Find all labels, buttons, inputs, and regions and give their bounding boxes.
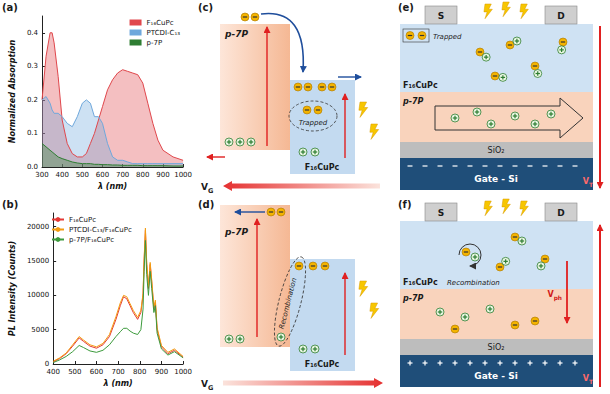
- svg-text:F₁₆CuPc: F₁₆CuPc: [147, 19, 174, 27]
- svg-text:(e): (e): [398, 2, 414, 13]
- svg-text:p-7P: p-7P: [402, 294, 424, 303]
- svg-text:400: 400: [46, 368, 59, 376]
- svg-text:p-7P: p-7P: [224, 227, 248, 237]
- svg-text:VT: VT: [583, 177, 593, 188]
- svg-text:0.1: 0.1: [27, 129, 38, 137]
- svg-text:0.4: 0.4: [27, 29, 39, 37]
- svg-text:(d): (d): [198, 199, 214, 210]
- svg-text:PTCDI-C₁₃/F₁₆CuPc: PTCDI-C₁₃/F₁₆CuPc: [69, 226, 132, 234]
- svg-text:F₁₆CuPc: F₁₆CuPc: [305, 163, 340, 172]
- svg-text:D: D: [557, 11, 564, 21]
- svg-text:Trapped: Trapped: [299, 119, 328, 127]
- svg-text:SiO₂: SiO₂: [488, 343, 505, 352]
- svg-text:900: 900: [155, 368, 168, 376]
- svg-text:F₁₆CuPc: F₁₆CuPc: [69, 216, 96, 224]
- svg-text:(c): (c): [198, 2, 213, 13]
- svg-text:0: 0: [44, 360, 50, 368]
- svg-text:Recombination: Recombination: [447, 279, 500, 287]
- svg-text:(f): (f): [398, 199, 412, 210]
- svg-text:VG: VG: [201, 182, 213, 195]
- svg-text:p-7P: p-7P: [224, 29, 248, 39]
- svg-text:400: 400: [55, 171, 68, 179]
- svg-text:D: D: [557, 208, 564, 218]
- svg-text:900: 900: [156, 171, 169, 179]
- svg-text:PL Intensity (Counts): PL Intensity (Counts): [8, 241, 17, 336]
- svg-text:0.2: 0.2: [27, 96, 38, 104]
- svg-text:Normalized Absorption: Normalized Absorption: [8, 39, 17, 143]
- svg-text:Recombination: Recombination: [278, 277, 299, 330]
- svg-text:20000: 20000: [27, 223, 49, 231]
- svg-text:800: 800: [136, 171, 149, 179]
- svg-text:λ (nm): λ (nm): [103, 379, 133, 388]
- svg-text:S: S: [438, 208, 444, 218]
- svg-text:800: 800: [133, 368, 146, 376]
- svg-text:p-7P: p-7P: [402, 97, 424, 106]
- svg-text:VG: VG: [201, 379, 213, 392]
- svg-text:F₁₆CuPc: F₁₆CuPc: [403, 278, 438, 287]
- svg-text:5000: 5000: [31, 326, 49, 334]
- svg-text:1000: 1000: [174, 171, 192, 179]
- svg-text:λ (nm): λ (nm): [97, 182, 127, 191]
- svg-text:Gate - Si: Gate - Si: [474, 174, 517, 184]
- svg-text:p-7P/F₁₆CuPc: p-7P/F₁₆CuPc: [69, 236, 114, 244]
- svg-text:0.3: 0.3: [27, 62, 38, 70]
- svg-text:700: 700: [111, 368, 124, 376]
- svg-text:Trapped: Trapped: [433, 33, 462, 41]
- svg-text:VT: VT: [583, 374, 593, 385]
- svg-text:300: 300: [35, 171, 48, 179]
- svg-text:Vph: Vph: [548, 290, 562, 302]
- svg-text:15000: 15000: [27, 257, 49, 265]
- svg-text:500: 500: [76, 171, 89, 179]
- svg-text:500: 500: [68, 368, 81, 376]
- svg-text:S: S: [438, 11, 444, 21]
- svg-text:p-7P: p-7P: [147, 39, 163, 47]
- svg-text:F₁₆CuPc: F₁₆CuPc: [305, 360, 340, 369]
- svg-text:10000: 10000: [27, 291, 49, 299]
- svg-text:0.0: 0.0: [26, 163, 38, 171]
- svg-text:Gate - Si: Gate - Si: [474, 371, 517, 381]
- svg-text:F₁₆CuPc: F₁₆CuPc: [403, 81, 438, 90]
- svg-text:(b): (b): [2, 199, 18, 210]
- svg-text:SiO₂: SiO₂: [488, 146, 505, 155]
- svg-text:1000: 1000: [174, 368, 192, 376]
- svg-text:(a): (a): [2, 2, 18, 13]
- svg-text:600: 600: [96, 171, 109, 179]
- svg-text:PTCDI-C₁₃: PTCDI-C₁₃: [147, 29, 181, 37]
- svg-text:600: 600: [90, 368, 103, 376]
- svg-text:700: 700: [116, 171, 129, 179]
